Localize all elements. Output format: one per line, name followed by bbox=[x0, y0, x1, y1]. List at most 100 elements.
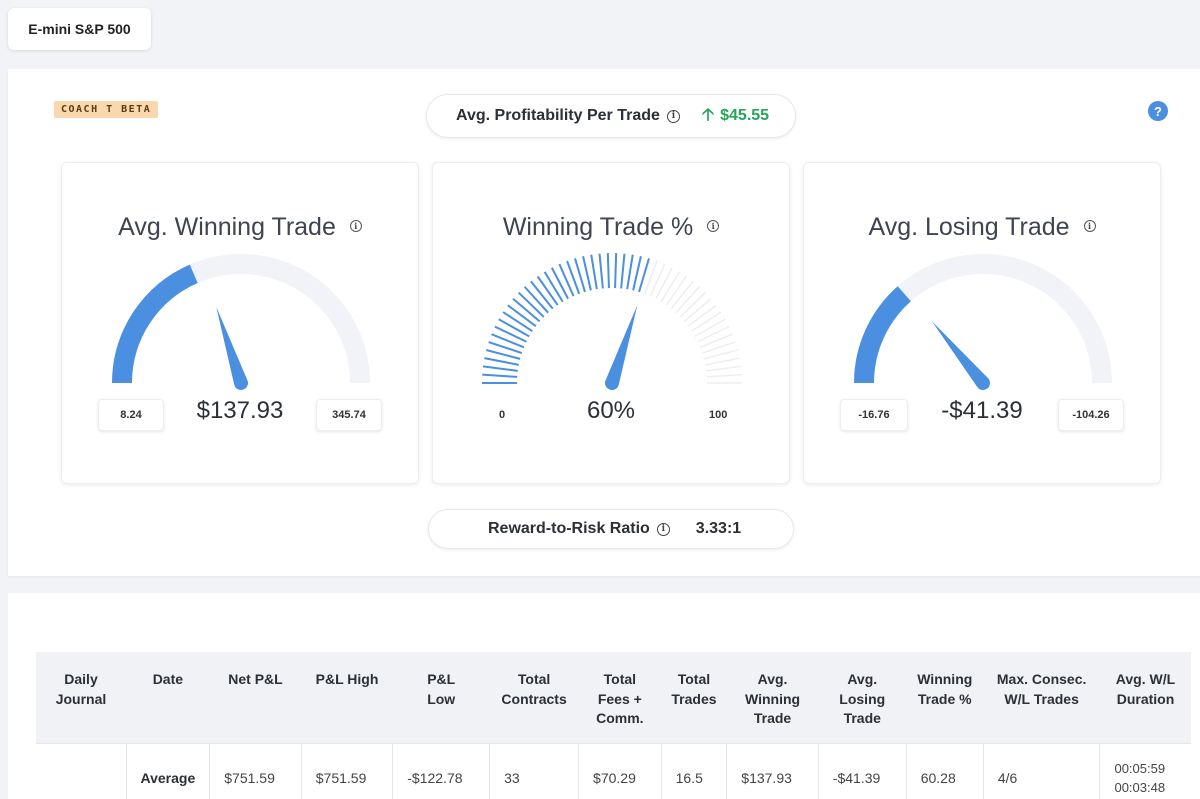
gauge-tick bbox=[626, 254, 634, 290]
column-header[interactable]: Daily Journal bbox=[36, 652, 126, 743]
gauge-tick bbox=[517, 291, 545, 318]
total-contracts-cell: 33 bbox=[489, 742, 579, 799]
gauge-tick bbox=[502, 311, 533, 333]
net-pnl-cell: $751.59 bbox=[209, 742, 302, 799]
gauge-tick bbox=[703, 349, 738, 360]
info-icon[interactable]: i bbox=[666, 109, 680, 123]
gauge-tick bbox=[670, 280, 694, 310]
column-header[interactable]: Total Trades bbox=[661, 652, 727, 743]
gauge-tick bbox=[614, 253, 618, 289]
gauge-tick bbox=[644, 260, 658, 295]
duration-win: 00:05:59 bbox=[1114, 761, 1166, 777]
column-header[interactable]: Total Fees + Comm. bbox=[578, 652, 662, 743]
gauge-title-text: Winning Trade % bbox=[502, 213, 694, 241]
gauge-tick bbox=[655, 267, 673, 300]
column-header-text: Daily bbox=[64, 671, 98, 687]
gauge-card-winning-pct: Winning Trade % i 0 60% 100 bbox=[432, 162, 790, 484]
stats-table-panel: Daily Journal Date Net P&L P&L High P&L Low Tot… bbox=[8, 593, 1200, 799]
gauge-tick bbox=[598, 253, 604, 289]
gauge-tick bbox=[484, 357, 519, 366]
gauge-tick bbox=[488, 341, 523, 355]
column-header-text: P&L High bbox=[315, 671, 379, 687]
gauge-fill bbox=[112, 264, 198, 384]
arrow-up-icon: 🡡 bbox=[701, 104, 715, 124]
gauge-tick bbox=[543, 271, 564, 303]
average-label: Average bbox=[125, 742, 210, 799]
column-header[interactable]: Winning Trade % bbox=[906, 652, 984, 743]
duration-loss: 00:03:48 bbox=[1114, 780, 1166, 796]
info-icon[interactable]: i bbox=[707, 220, 720, 233]
column-header-text: Avg. bbox=[847, 671, 878, 687]
column-header-text: Losing bbox=[839, 690, 886, 707]
gauge-tick bbox=[590, 254, 598, 290]
gauge-tick bbox=[683, 298, 712, 322]
max-consec-cell: 4/6 bbox=[982, 742, 1100, 799]
coach-badge: COACH T BETA bbox=[54, 101, 159, 118]
avg-winning-cell: $137.93 bbox=[726, 742, 819, 799]
gauge-tick bbox=[485, 349, 521, 360]
gauge-title: Avg. Losing Trade i bbox=[804, 213, 1160, 242]
gauge-tick bbox=[665, 275, 687, 306]
gauge-max: 100 bbox=[709, 409, 728, 421]
column-header[interactable]: Net P&L bbox=[209, 652, 302, 743]
column-header[interactable]: Avg. Losing Trade bbox=[818, 652, 907, 743]
gauge-min: 0 bbox=[499, 409, 506, 421]
gauge-title-text: Avg. Winning Trade bbox=[118, 213, 336, 241]
column-header-text: Date bbox=[152, 671, 184, 687]
column-header-text: Net P&L bbox=[228, 671, 283, 687]
gauge-tick bbox=[638, 258, 650, 293]
column-header-text: Total bbox=[677, 671, 711, 687]
gauge-value: $137.93 bbox=[196, 397, 284, 424]
gauge-max-box: -104.26 bbox=[1058, 399, 1124, 431]
gauge-max-box: 345.74 bbox=[316, 399, 382, 431]
gauge-tick bbox=[512, 297, 541, 323]
column-header-text: Winning bbox=[744, 690, 801, 707]
winning-pct-cell: 60.28 bbox=[905, 742, 984, 799]
gauge-tick bbox=[582, 256, 592, 291]
gauge-tick bbox=[687, 304, 717, 327]
stats-table: Daily Journal Date Net P&L P&L High P&L Low Tot… bbox=[36, 652, 1191, 799]
symbol-tab[interactable]: E-mini S&P 500 bbox=[8, 8, 151, 50]
symbol-tab-label: E-mini S&P 500 bbox=[28, 21, 131, 37]
gauge-value: -$41.39 bbox=[941, 397, 1023, 424]
gauge-min-box: 8.24 bbox=[98, 399, 164, 431]
daily-journal-cell bbox=[36, 742, 126, 799]
column-header[interactable]: Date bbox=[126, 652, 210, 743]
reward-risk-value: 3.33:1 bbox=[695, 520, 742, 537]
gauge-tick bbox=[507, 304, 537, 327]
duration-cell: 00:05:59 00:03:48 bbox=[1099, 742, 1191, 799]
column-header[interactable]: Total Contracts bbox=[489, 652, 579, 743]
info-icon[interactable]: i bbox=[1083, 220, 1096, 233]
column-header-text: Total bbox=[517, 671, 551, 687]
gauge-tick bbox=[660, 271, 681, 303]
column-header-text: Contracts bbox=[501, 690, 567, 707]
gauge-tick bbox=[694, 318, 726, 338]
info-icon[interactable]: i bbox=[656, 522, 670, 536]
info-icon[interactable]: i bbox=[349, 220, 362, 233]
gauge-tick bbox=[691, 311, 722, 332]
gauge-title: Winning Trade % i bbox=[433, 213, 789, 242]
gauge-tick bbox=[632, 256, 642, 291]
avg-profitability-label: Avg. Profitability Per Trade bbox=[456, 107, 660, 124]
help-icon[interactable]: ? bbox=[1148, 101, 1168, 121]
column-header-text: Avg. bbox=[757, 671, 788, 687]
gauge-tick bbox=[550, 267, 569, 300]
column-header[interactable]: P&L High bbox=[301, 652, 393, 743]
column-header[interactable]: Avg. W/L Duration bbox=[1099, 652, 1191, 743]
gauge-min: 8.24 bbox=[120, 409, 142, 421]
column-header-text: P&L bbox=[427, 671, 456, 687]
pnl-high-cell: $751.59 bbox=[300, 742, 393, 799]
gauge-tick bbox=[706, 373, 742, 378]
column-header[interactable]: Avg. Winning Trade bbox=[726, 652, 819, 743]
gauge-card-avg-winning: Avg. Winning Trade i 8.24 $137.93 345.74 bbox=[61, 162, 419, 484]
gauge-max: 345.74 bbox=[332, 409, 366, 421]
column-header[interactable]: P&L Low bbox=[392, 652, 490, 743]
gauge-track bbox=[112, 254, 370, 384]
gauge-min: -16.76 bbox=[858, 409, 890, 421]
gauge-tick bbox=[482, 373, 518, 378]
column-header[interactable]: Max. Consec. W/L Trades bbox=[983, 652, 1100, 743]
gauge-ticks-winning-pct bbox=[482, 253, 742, 391]
column-header-text: Winning bbox=[917, 671, 973, 687]
gauge-tick bbox=[606, 253, 610, 289]
gauge-tick bbox=[701, 341, 736, 354]
